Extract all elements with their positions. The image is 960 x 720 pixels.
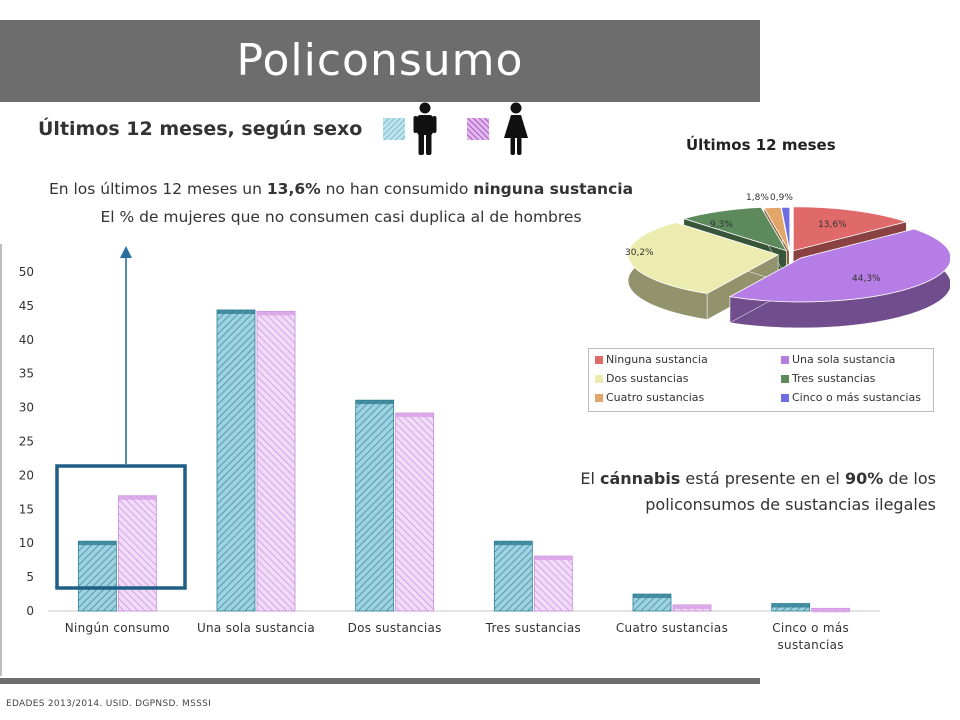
- x-tick-label: Cinco o más: [772, 621, 849, 635]
- y-tick-label: 50: [19, 265, 34, 279]
- pie-slice: [780, 206, 791, 252]
- y-tick-label: 25: [19, 435, 34, 449]
- title-band: [0, 20, 760, 102]
- female-icon: [504, 102, 528, 155]
- highlight-box: [55, 464, 187, 590]
- bar-top-edge: [355, 400, 394, 405]
- bar-top-edge: [811, 608, 850, 613]
- pie-value-label: 0,9%: [770, 193, 793, 203]
- x-tick-label: Dos sustancias: [348, 621, 442, 635]
- bar-top-edge: [771, 603, 810, 608]
- x-tick-label: Tres sustancias: [485, 621, 582, 635]
- arrow-head: [120, 246, 132, 258]
- x-tick-label: Una sola sustancia: [197, 621, 315, 635]
- legend-label: Ninguna sustancia: [606, 353, 708, 366]
- y-tick-label: 40: [19, 333, 34, 347]
- cannabis-bold-term: cánnabis: [600, 469, 681, 488]
- bar: [77, 540, 117, 612]
- pie-slice: [682, 206, 788, 252]
- pie-legend-item: Cuatro sustancias: [595, 391, 704, 404]
- note-line-1: En los últimos 12 meses un 13,6% no han …: [36, 180, 646, 198]
- bottom-band: [0, 678, 760, 684]
- bar-top-edge: [494, 541, 533, 546]
- pie-value-label: 1,8%: [746, 193, 769, 203]
- y-tick-label: 5: [26, 570, 34, 584]
- note-text: En los últimos 12 meses un: [48, 180, 267, 198]
- y-tick-label: 10: [19, 536, 34, 550]
- chart-subtitle: Últimos 12 meses, según sexo: [38, 118, 363, 140]
- bar-chart: 0 5 10 15 20 25 30 35 40 45 50 Ningún consumo Una so…: [19, 246, 880, 652]
- note-bold-term: ninguna sustancia: [473, 180, 634, 198]
- pie-legend-item: Cinco o más sustancias: [781, 391, 921, 404]
- y-tick-label: 0: [26, 604, 34, 618]
- cannabis-note: El cánnabis está presente en el 90% de l…: [566, 466, 936, 518]
- bar: [533, 555, 573, 612]
- bar: [117, 495, 157, 612]
- bar: [493, 540, 533, 612]
- cannabis-bold-value: 90%: [844, 469, 884, 488]
- bar-top-edge: [633, 594, 671, 599]
- pie-slice: [728, 228, 950, 303]
- male-icon: [413, 102, 437, 155]
- source-footer: EDADES 2013/2014. USID. DGPNSD. MSSSI: [6, 699, 212, 709]
- legend-swatch: [781, 375, 789, 383]
- legend-label: Cuatro sustancias: [606, 391, 705, 404]
- bar-top-edge: [673, 604, 711, 609]
- legend-swatch: [781, 356, 789, 364]
- cannabis-text: está presente en el: [680, 469, 845, 488]
- legend-swatch: [595, 375, 603, 383]
- x-tick-label: sustancias: [778, 638, 844, 652]
- x-tick-label: Cuatro sustancias: [616, 621, 728, 635]
- legend-swatch-hombres: [383, 118, 405, 140]
- pie-value-label: 9,3%: [710, 220, 733, 230]
- legend-swatch: [595, 356, 603, 364]
- pie-legend: Ninguna sustancia Una sola sustancia Dos s…: [588, 348, 934, 412]
- pie-slice: [792, 206, 908, 252]
- left-divider: [0, 244, 2, 676]
- pie-value-label: 13,6%: [818, 220, 847, 230]
- legend-label: Tres sustancias: [792, 372, 876, 385]
- pie-value-label: 30,2%: [625, 248, 654, 258]
- y-tick-label: 20: [19, 468, 34, 482]
- legend-label: Dos sustancias: [606, 372, 689, 385]
- pie-legend-item: Tres sustancias: [781, 372, 875, 385]
- pie-slice: [763, 206, 790, 252]
- bar: [256, 310, 296, 612]
- pie-value-label: 44,3%: [852, 274, 881, 284]
- y-tick-label: 45: [19, 299, 34, 313]
- y-tick-label: 30: [19, 401, 34, 415]
- y-tick-label: 15: [19, 502, 34, 516]
- y-tick-label: 35: [19, 367, 34, 381]
- legend-swatch: [781, 394, 789, 402]
- bar-top-edge: [534, 556, 573, 561]
- legend-swatch-mujeres: [467, 118, 489, 140]
- bar-top-edge: [257, 311, 295, 316]
- bar: [395, 412, 435, 612]
- note-text: no han consumido: [320, 180, 474, 198]
- bar-top-edge: [78, 541, 117, 546]
- legend-swatch: [595, 394, 603, 402]
- cannabis-text: de los policonsumos de sustancias ilegal…: [645, 469, 936, 514]
- bar: [355, 399, 395, 612]
- page-title: Policonsumo: [236, 35, 524, 86]
- legend-label: Una sola sustancia: [792, 353, 896, 366]
- pie-legend-item: Ninguna sustancia: [595, 353, 708, 366]
- x-tick-label: Ningún consumo: [65, 621, 170, 635]
- bar-top-edge: [217, 309, 255, 314]
- pie-legend-item: Dos sustancias: [595, 372, 688, 385]
- pie-slice: [627, 222, 780, 294]
- note-line-2: El % de mujeres que no consumen casi dup…: [100, 208, 582, 226]
- note-bold-value: 13,6%: [266, 180, 321, 198]
- bar: [216, 309, 256, 612]
- legend-label: Cinco o más sustancias: [792, 391, 921, 404]
- cannabis-text: El: [580, 469, 600, 488]
- pie-chart: 13,6% 44,3% 30,2% 9,3% 1,8% 0,9%: [625, 193, 950, 329]
- bar-top-edge: [118, 495, 157, 500]
- bar-top-edge: [395, 413, 434, 418]
- pie-title: Últimos 12 meses: [686, 136, 836, 154]
- pie-legend-item: Una sola sustancia: [781, 353, 895, 366]
